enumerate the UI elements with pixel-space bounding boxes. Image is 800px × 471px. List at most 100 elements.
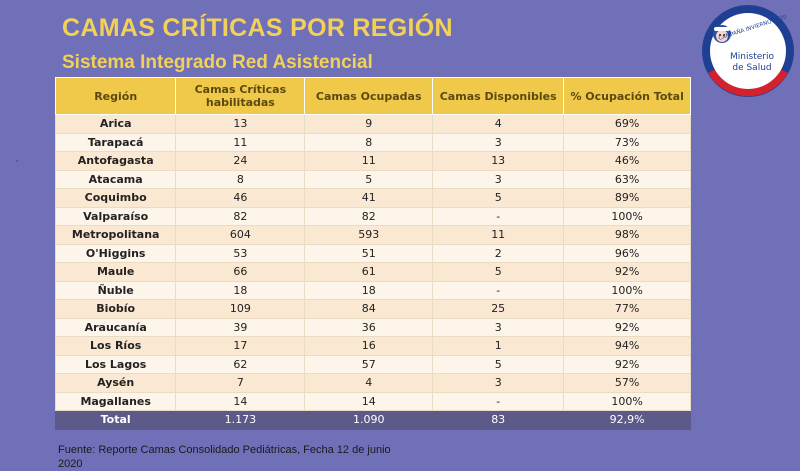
cell-enabled: 39 (175, 317, 306, 337)
cell-enabled: 46 (175, 188, 306, 208)
cell-occupancy: 92% (563, 354, 691, 374)
table-row: Tarapacá 11 8 3 73% (54, 132, 691, 152)
page-title: CAMAS CRÍTICAS POR REGIÓN (62, 14, 453, 42)
cell-occupied: 16 (304, 336, 434, 356)
cell-region: Ñuble (54, 280, 177, 300)
cell-enabled: 62 (175, 354, 306, 374)
cell-occupied: 61 (304, 262, 434, 282)
cell-occupied: 57 (304, 354, 434, 374)
table-row: Antofagasta 24 11 13 46% (54, 151, 691, 171)
cell-region: Magallanes (54, 391, 177, 411)
cell-occupied: 8 (304, 132, 434, 152)
logo-salud-text: de Salud (732, 63, 771, 73)
cell-occupancy: 63% (563, 169, 691, 189)
cell-region: O'Higgins (54, 243, 177, 263)
cell-total-occupied: 1.090 (304, 410, 434, 430)
cell-occupied: 18 (304, 280, 434, 300)
cell-available: 3 (432, 317, 565, 337)
table-row: Arica 13 9 4 69% (54, 114, 691, 134)
cell-occupancy: 46% (563, 151, 691, 171)
table-row: Araucanía 39 36 3 92% (54, 317, 691, 337)
cell-region: Tarapacá (54, 132, 177, 152)
table-row: Aysén 7 4 3 57% (54, 373, 691, 393)
cell-occupancy: 100% (563, 391, 691, 411)
cell-region: Valparaíso (54, 206, 177, 226)
cell-enabled: 14 (175, 391, 306, 411)
decorative-dot (16, 160, 18, 162)
column-header-enabled-beds: Camas Críticas habilitadas (175, 77, 306, 115)
logo-red-arc (708, 69, 788, 97)
cell-occupied: 36 (304, 317, 434, 337)
table-row: Valparaíso 82 82 - 100% (54, 206, 691, 226)
cell-region: Metropolitana (54, 225, 177, 245)
ministerio-salud-logo: CAMPAÑA INVIERNO 2020 Ministerio de Salu… (702, 5, 794, 97)
cell-enabled: 53 (175, 243, 306, 263)
cell-occupied: 9 (304, 114, 434, 134)
table-row: Magallanes 14 14 - 100% (54, 391, 691, 411)
cell-enabled: 17 (175, 336, 306, 356)
cell-region: Araucanía (54, 317, 177, 337)
cell-occupancy: 57% (563, 373, 691, 393)
cell-enabled: 8 (175, 169, 306, 189)
column-header-occupancy-pct: % Ocupación Total (563, 77, 691, 115)
table-row: Los Ríos 17 16 1 94% (54, 336, 691, 356)
table-row: Maule 66 61 5 92% (54, 262, 691, 282)
cell-region: Maule (54, 262, 177, 282)
cell-occupied: 14 (304, 391, 434, 411)
cell-available: - (432, 206, 565, 226)
cell-enabled: 13 (175, 114, 306, 134)
cell-available: 25 (432, 299, 565, 319)
table-header-row: Región Camas Críticas habilitadas Camas … (54, 77, 691, 115)
cell-region: Atacama (54, 169, 177, 189)
table-row: Biobío 109 84 25 77% (54, 299, 691, 319)
cell-available: 3 (432, 132, 565, 152)
column-header-available-beds: Camas Disponibles (432, 77, 565, 115)
cell-available: - (432, 391, 565, 411)
cell-enabled: 7 (175, 373, 306, 393)
cell-available: 5 (432, 188, 565, 208)
cell-available: 1 (432, 336, 565, 356)
cell-available: 3 (432, 169, 565, 189)
cell-enabled: 18 (175, 280, 306, 300)
cell-occupied: 5 (304, 169, 434, 189)
cell-available: 5 (432, 262, 565, 282)
cell-occupancy: 100% (563, 206, 691, 226)
cell-enabled: 109 (175, 299, 306, 319)
cell-available: - (432, 280, 565, 300)
logo-ministerio-text: Ministerio (730, 52, 774, 62)
cell-occupied: 4 (304, 373, 434, 393)
table-row: O'Higgins 53 51 2 96% (54, 243, 691, 263)
table-total-row: Total 1.173 1.090 83 92,9% (54, 410, 691, 430)
cell-occupied: 82 (304, 206, 434, 226)
cell-total-occupancy: 92,9% (563, 410, 691, 430)
logo-inner-circle (710, 13, 786, 89)
cell-available: 3 (432, 373, 565, 393)
cell-total-available: 83 (432, 410, 565, 430)
cell-available: 5 (432, 354, 565, 374)
cell-available: 13 (432, 151, 565, 171)
cell-region: Los Lagos (54, 354, 177, 374)
cell-occupancy: 92% (563, 262, 691, 282)
beds-table: Región Camas Críticas habilitadas Camas … (54, 77, 691, 430)
cell-occupancy: 98% (563, 225, 691, 245)
cell-occupancy: 89% (563, 188, 691, 208)
cell-occupancy: 73% (563, 132, 691, 152)
table-row: Metropolitana 604 593 11 98% (54, 225, 691, 245)
cell-enabled: 11 (175, 132, 306, 152)
cell-available: 2 (432, 243, 565, 263)
page-subtitle: Sistema Integrado Red Asistencial (62, 52, 373, 73)
table-row: Coquimbo 46 41 5 89% (54, 188, 691, 208)
cell-occupancy: 94% (563, 336, 691, 356)
source-footnote: Fuente: Reporte Camas Consolidado Pediát… (58, 443, 391, 471)
cell-available: 4 (432, 114, 565, 134)
cell-region: Coquimbo (54, 188, 177, 208)
cell-occupancy: 69% (563, 114, 691, 134)
cell-region: Antofagasta (54, 151, 177, 171)
cell-region: Los Ríos (54, 336, 177, 356)
cell-occupied: 84 (304, 299, 434, 319)
cell-enabled: 82 (175, 206, 306, 226)
cell-occupancy: 100% (563, 280, 691, 300)
column-header-region: Región (54, 77, 177, 115)
cell-occupied: 41 (304, 188, 434, 208)
cell-occupancy: 92% (563, 317, 691, 337)
